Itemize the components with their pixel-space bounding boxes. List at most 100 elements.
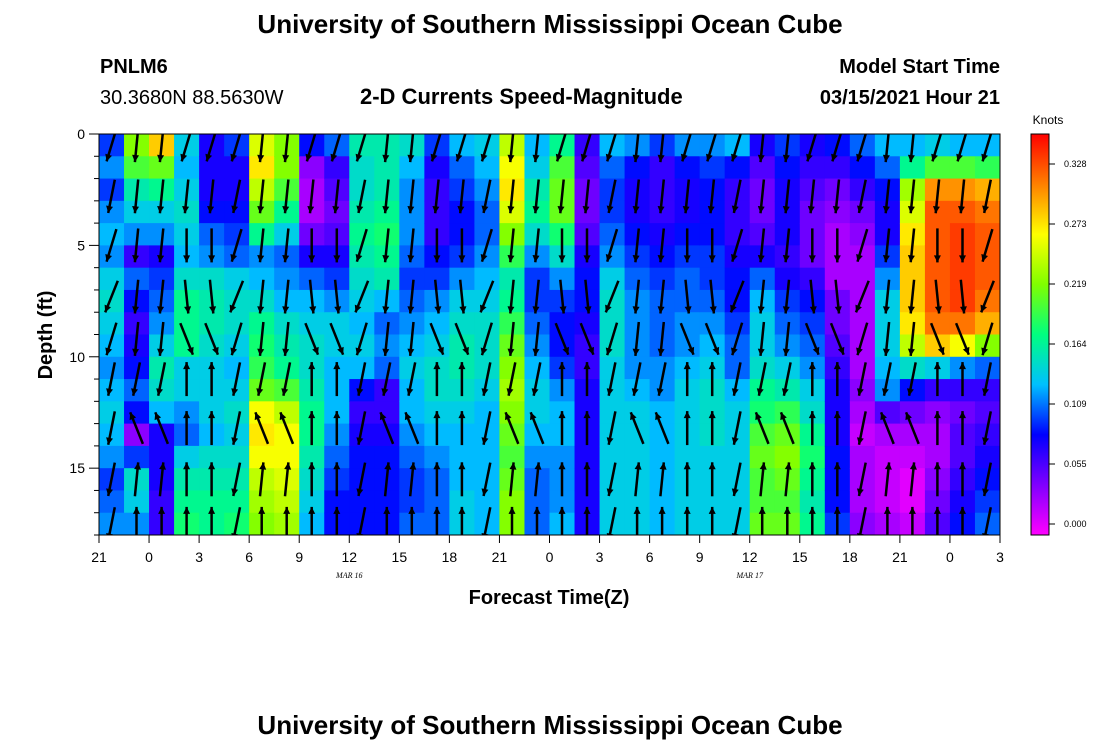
current-arrow [933, 506, 941, 535]
x-tick-label: 12 [742, 549, 758, 565]
current-arrow [279, 411, 295, 445]
heatmap-cell [749, 267, 776, 291]
heatmap-cell [874, 312, 901, 336]
current-arrow [382, 134, 390, 163]
current-arrow [959, 411, 966, 446]
heatmap-cell [899, 401, 926, 425]
heatmap-cell [524, 156, 551, 180]
heatmap-cell [174, 334, 200, 358]
heatmap-cell [774, 401, 801, 425]
current-arrow [731, 228, 744, 263]
heatmap-cell [824, 200, 851, 224]
current-arrow [407, 134, 415, 163]
current-arrow [709, 279, 717, 314]
heatmap-cell [799, 334, 826, 358]
current-arrow [179, 322, 195, 356]
heatmap-cell [324, 334, 350, 358]
heatmap-cell [399, 423, 425, 447]
heatmap-cell [99, 156, 125, 180]
heatmap-cell [249, 423, 275, 447]
heatmap-cell [474, 445, 501, 469]
current-arrow [605, 322, 619, 356]
heatmap-cell [324, 156, 350, 180]
heatmap-cell [374, 356, 400, 380]
y-tick-label: 15 [69, 460, 85, 476]
current-arrow [154, 411, 170, 445]
y-tick-label: 5 [77, 237, 85, 253]
heatmap-cell [774, 267, 801, 291]
heatmap-cell [249, 156, 275, 180]
current-arrow [606, 179, 617, 214]
x-tick-label: 0 [145, 549, 153, 565]
x-tick-label: 0 [946, 549, 954, 565]
x-tick-label: 0 [546, 549, 554, 565]
current-arrow [256, 362, 267, 396]
heatmap-cell [474, 334, 501, 358]
heatmap-cell [549, 490, 576, 514]
heatmap-cell [824, 312, 851, 336]
heatmap-cell [149, 156, 175, 180]
current-arrow [809, 279, 817, 314]
heatmap-cell [824, 490, 851, 514]
current-arrow [308, 411, 316, 446]
heatmap-cell [399, 356, 425, 380]
current-arrow [257, 279, 265, 314]
heatmap-cell [624, 445, 651, 469]
heatmap-cell [749, 200, 776, 224]
heatmap-cell [699, 334, 726, 358]
heatmap-cell [649, 490, 676, 514]
current-arrow [757, 134, 765, 163]
current-arrow [408, 506, 416, 535]
heatmap-cell [799, 312, 826, 336]
heatmap-cell [124, 423, 150, 447]
current-arrow [383, 462, 392, 497]
heatmap-cell [174, 267, 200, 291]
heatmap-cell [299, 490, 325, 514]
current-arrow [332, 179, 340, 214]
heatmap-cell [899, 445, 926, 469]
current-arrow [907, 134, 915, 163]
current-arrow [158, 462, 166, 497]
heatmap-cell [724, 156, 751, 180]
current-arrow [231, 362, 242, 396]
heatmap-cell [249, 200, 275, 224]
heatmap-cell [349, 356, 375, 380]
heatmap-cell [224, 223, 250, 246]
current-arrow [504, 411, 520, 445]
current-arrow [407, 228, 415, 263]
heatmap-cell [849, 245, 876, 269]
current-arrow [354, 280, 370, 313]
current-arrow [808, 411, 816, 446]
heatmap-cell [199, 200, 225, 224]
current-arrow [282, 179, 290, 214]
current-arrow [856, 322, 869, 356]
heatmap-cell [799, 156, 826, 180]
current-arrow [481, 411, 492, 445]
colorbar-tick-label: 0.000 [1064, 519, 1087, 529]
heatmap-cell [724, 245, 751, 269]
current-arrow [959, 279, 967, 314]
heatmap-cell [574, 334, 601, 358]
heatmap-cell [699, 490, 726, 514]
current-arrow [282, 134, 290, 163]
heatmap-cell [199, 312, 225, 336]
heatmap-cell [974, 200, 1000, 224]
current-arrow [731, 462, 742, 497]
heatmap-cell [449, 490, 476, 514]
current-arrow [808, 506, 816, 535]
current-arrow [382, 228, 390, 263]
current-arrow [557, 179, 565, 214]
heatmap-cell [974, 245, 1000, 269]
heatmap-cell [499, 490, 526, 514]
current-arrow [584, 279, 592, 314]
current-arrow [257, 134, 265, 163]
heatmap-cell [349, 200, 375, 224]
x-tick-label: 18 [442, 549, 458, 565]
heatmap-cell [849, 401, 876, 425]
current-arrow [833, 362, 841, 397]
current-arrow [781, 362, 792, 396]
current-arrow [908, 506, 916, 535]
heatmap-cell [274, 267, 300, 291]
current-arrow [857, 179, 867, 214]
heatmap-cell [349, 267, 375, 291]
